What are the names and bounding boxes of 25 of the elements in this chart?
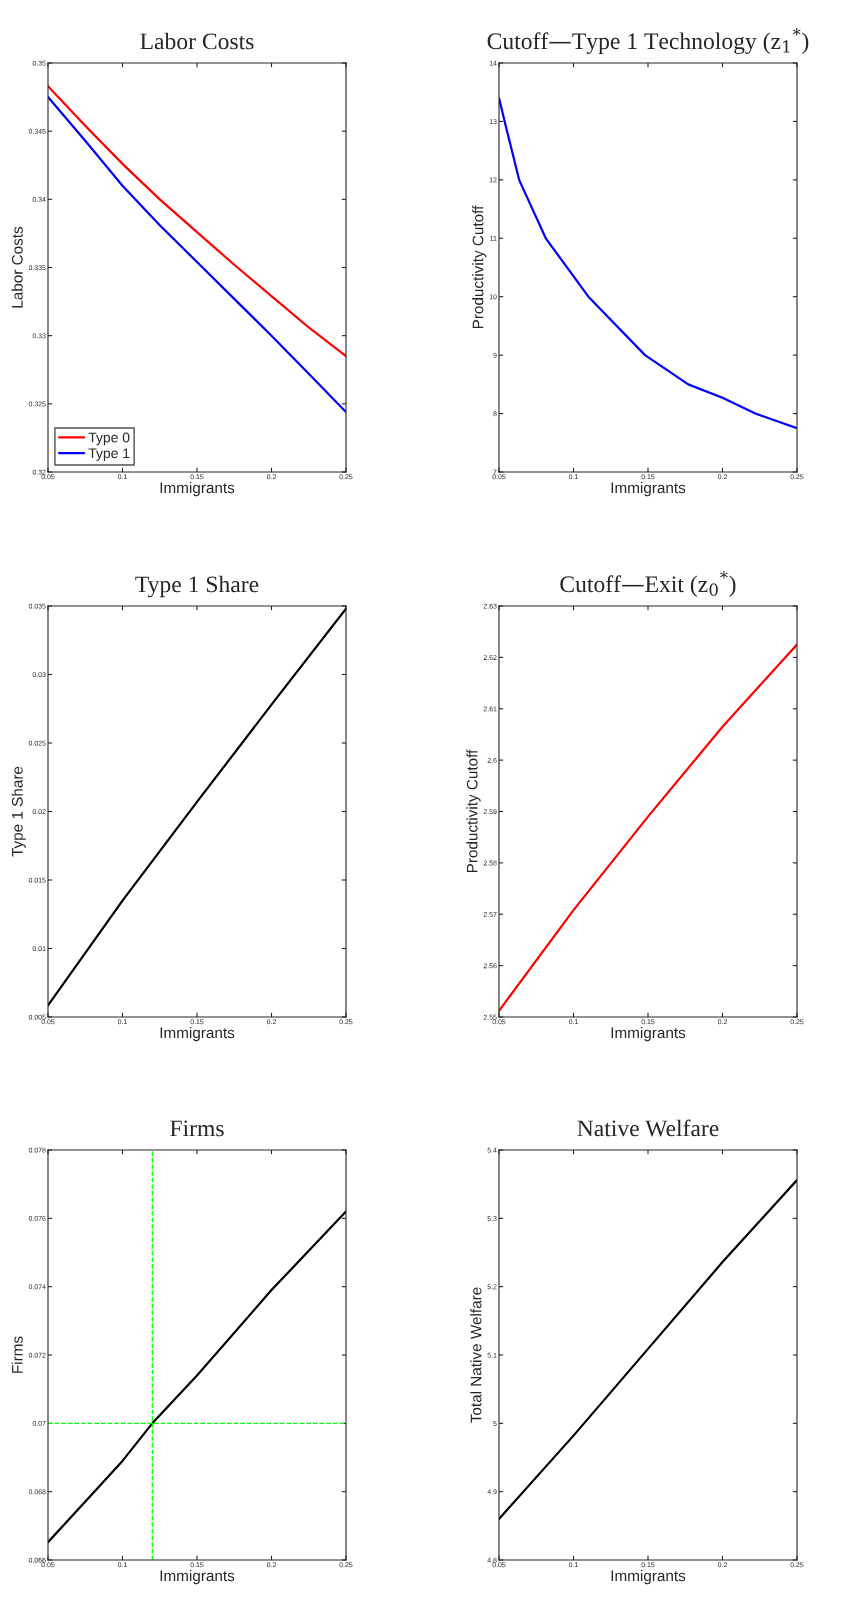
y-axis-title: Productivity Cutoff xyxy=(472,205,487,329)
y-axis-title: Productivity Cutoff xyxy=(466,749,481,873)
x-axis-title: Immigrants xyxy=(611,1569,686,1585)
chart-title: Type 1 Share xyxy=(135,575,259,598)
chart-title: Cutoff—Exit (z$_{0}$$^{*}$) xyxy=(560,571,736,597)
chart-title: Firms xyxy=(170,1120,224,1137)
y-axis-title: Total Native Welfare xyxy=(470,1287,482,1423)
y-axis-title: Labor Costs xyxy=(11,226,23,308)
x-axis-title: Immigrants xyxy=(160,481,235,497)
line-series xyxy=(499,643,797,1012)
x-axis-title: Immigrants xyxy=(611,1026,686,1042)
line-series xyxy=(48,95,346,414)
legend-label: Type 1 xyxy=(88,448,130,461)
y-axis-title: Firms xyxy=(11,1336,23,1373)
chart-title: Native Welfare xyxy=(577,1119,719,1137)
line-series xyxy=(48,85,346,358)
line-series xyxy=(499,1178,797,1521)
y-axis-title: Type 1 Share xyxy=(11,766,26,857)
x-axis-title: Immigrants xyxy=(611,481,686,497)
x-axis-title: Immigrants xyxy=(160,1569,235,1585)
chart-title: Cutoff—Type 1 Technology (z$_{1}$$^{*}$) xyxy=(487,28,809,55)
x-axis-title: Immigrants xyxy=(160,1026,235,1042)
line-series xyxy=(48,1210,346,1544)
chart-title: Labor Costs xyxy=(140,32,254,50)
legend-label: Type 0 xyxy=(88,432,130,446)
